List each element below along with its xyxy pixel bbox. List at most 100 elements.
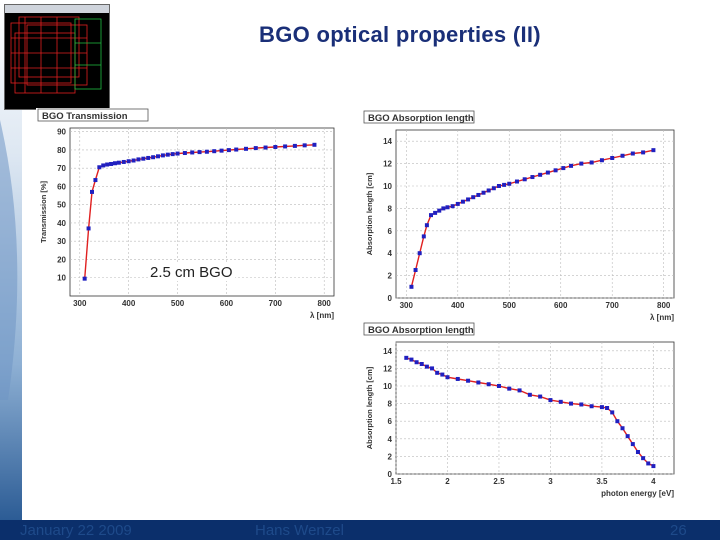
data-point bbox=[553, 168, 558, 173]
data-point bbox=[486, 382, 491, 387]
data-point bbox=[471, 195, 476, 200]
data-point bbox=[589, 404, 594, 409]
plot-frame bbox=[395, 341, 675, 475]
data-point bbox=[165, 152, 170, 157]
fit-line-series bbox=[406, 357, 654, 467]
data-point bbox=[160, 153, 165, 158]
data-point bbox=[197, 150, 202, 155]
data-point bbox=[630, 151, 635, 156]
y-tick-label: 4 bbox=[388, 435, 393, 444]
data-point bbox=[429, 213, 434, 218]
slide-title: BGO optical properties (II) bbox=[259, 22, 541, 47]
data-point bbox=[630, 442, 635, 447]
data-point bbox=[409, 357, 414, 362]
y-axis-label: Absorption length [cm] bbox=[365, 366, 374, 449]
data-point bbox=[635, 450, 640, 454]
data-point bbox=[476, 380, 481, 385]
y-tick-label: 2 bbox=[388, 272, 393, 281]
data-point bbox=[620, 426, 625, 431]
data-point bbox=[579, 161, 584, 166]
y-tick-label: 10 bbox=[57, 274, 66, 283]
y-tick-label: 60 bbox=[57, 182, 66, 191]
x-tick-label: 300 bbox=[400, 301, 414, 310]
thumbnail-title-bar bbox=[5, 5, 109, 13]
y-tick-label: 80 bbox=[57, 146, 66, 155]
data-point bbox=[450, 204, 455, 209]
absorption-energy-chart-panel: BGO Absorption length 1.5 2 2.5 3 3.5 4 0 2 4 6 8 10… bbox=[362, 322, 688, 500]
data-point bbox=[641, 456, 646, 461]
data-point bbox=[97, 165, 102, 170]
data-point bbox=[82, 276, 87, 281]
data-point bbox=[545, 170, 550, 175]
data-point bbox=[466, 197, 471, 202]
data-point bbox=[440, 372, 445, 377]
data-point bbox=[615, 419, 620, 424]
data-point bbox=[409, 284, 414, 289]
data-point bbox=[435, 370, 440, 375]
x-axis-label: photon energy [eV] bbox=[601, 489, 674, 498]
data-point bbox=[121, 159, 126, 164]
data-point bbox=[605, 406, 610, 410]
y-axis-label: Transmission [%] bbox=[39, 180, 48, 243]
data-point bbox=[476, 192, 481, 197]
data-point bbox=[430, 366, 435, 371]
data-point bbox=[481, 190, 486, 195]
x-tick-label: 300 bbox=[73, 299, 87, 308]
crystal-thickness-annotation: 2.5 cm BGO bbox=[148, 264, 235, 281]
data-point bbox=[105, 162, 110, 167]
data-point bbox=[93, 178, 98, 183]
data-point bbox=[569, 163, 574, 168]
data-point bbox=[131, 158, 136, 163]
data-point bbox=[651, 464, 656, 469]
footer-author: Hans Wenzel bbox=[255, 522, 344, 539]
y-tick-label: 0 bbox=[388, 294, 393, 303]
data-point bbox=[141, 156, 146, 161]
data-point bbox=[109, 161, 114, 166]
data-point bbox=[126, 159, 131, 164]
x-tick-label: 2 bbox=[445, 477, 450, 486]
y-tick-label: 30 bbox=[57, 237, 66, 246]
y-tick-label: 12 bbox=[383, 160, 392, 169]
crystal-thumbnail-image bbox=[4, 4, 110, 110]
x-tick-label: 700 bbox=[606, 301, 620, 310]
data-point bbox=[527, 392, 532, 397]
data-point bbox=[514, 179, 519, 184]
data-point bbox=[433, 210, 438, 215]
data-point bbox=[244, 146, 248, 151]
data-point bbox=[175, 151, 180, 156]
data-point bbox=[641, 150, 646, 155]
x-tick-label: 400 bbox=[122, 299, 136, 308]
data-point bbox=[466, 378, 471, 383]
data-point bbox=[569, 401, 574, 406]
data-point bbox=[273, 144, 278, 149]
y-tick-label: 2 bbox=[388, 452, 393, 461]
data-point bbox=[151, 155, 156, 160]
absorption-wavelength-chart-panel: BGO Absorption length 300 400 500 600 700 800 0… bbox=[362, 110, 688, 324]
chart-svg-2: BGO Absorption length 1.5 2 2.5 3 3.5 4 0 2 4 6 8 10… bbox=[363, 322, 675, 498]
chart-svg-1: BGO Absorption length 300 400 500 600 700 800 0… bbox=[363, 110, 675, 322]
data-point bbox=[116, 160, 121, 165]
data-point bbox=[263, 145, 268, 150]
x-tick-label: 3.5 bbox=[596, 477, 608, 486]
data-point bbox=[414, 360, 419, 365]
y-axis-label: Absorption length [cm] bbox=[365, 172, 374, 255]
y-tick-label: 6 bbox=[388, 417, 393, 426]
x-tick-label: 3 bbox=[548, 477, 553, 486]
data-point bbox=[170, 152, 175, 157]
data-point bbox=[437, 208, 442, 213]
data-point bbox=[219, 148, 224, 153]
data-point bbox=[404, 355, 409, 360]
data-point bbox=[455, 376, 460, 381]
chart-title-box bbox=[363, 322, 475, 336]
data-point bbox=[101, 163, 106, 168]
data-point bbox=[599, 158, 604, 163]
data-point bbox=[419, 362, 424, 366]
data-point bbox=[292, 143, 297, 148]
data-point bbox=[620, 153, 625, 158]
data-point bbox=[491, 186, 496, 191]
data-point bbox=[112, 161, 117, 166]
x-tick-label: 2.5 bbox=[493, 477, 505, 486]
x-tick-label: 600 bbox=[220, 299, 234, 308]
data-point bbox=[496, 184, 501, 188]
data-point bbox=[445, 375, 450, 380]
